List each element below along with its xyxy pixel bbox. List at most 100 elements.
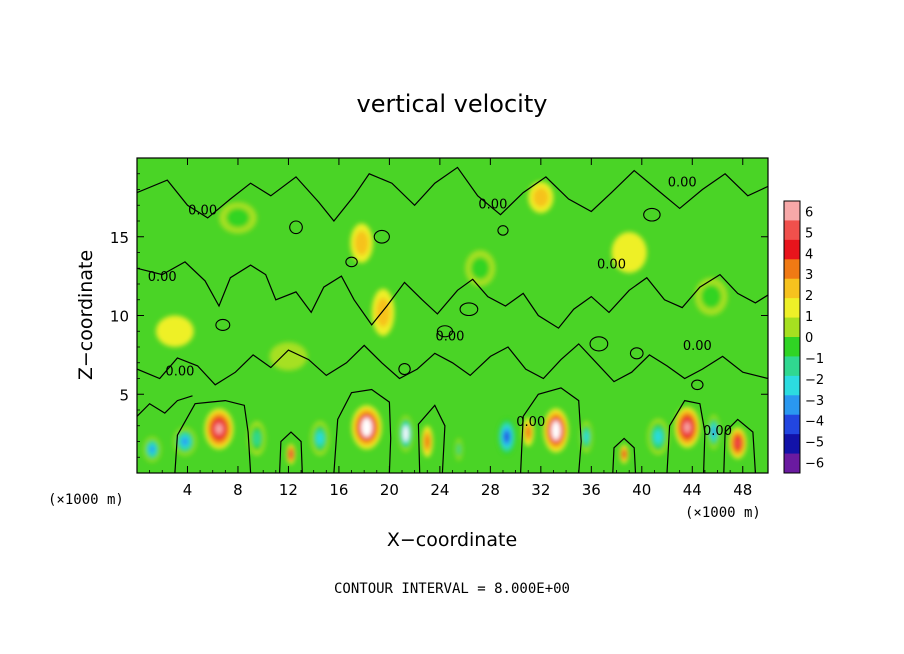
colorbar-swatch-13 [784,453,800,474]
contour-loop-6 [289,220,303,235]
field-feature-5 [310,421,330,456]
contour-loop-7 [643,207,661,222]
field-feature-21-level-1 [533,187,549,208]
contour-loop-8 [398,362,411,376]
field-feature-17 [707,414,721,450]
field-feature-6-core [361,417,373,438]
colorbar-swatch-4 [784,278,800,299]
field-feature-10-level-4 [504,431,510,442]
colorbar-label-6: 6 [805,205,813,220]
field-feature-19-level-1 [354,230,369,256]
field-feature-14 [619,444,629,464]
contour-line-9 [137,343,768,386]
colorbar-swatch-10 [784,395,800,416]
field-feature-27-level-0 [155,315,194,347]
colorbar-swatch-7 [784,337,800,357]
field-feature-12-core [551,420,561,441]
x-tick-label-12: 12 [279,481,298,499]
x-tick-label-16: 16 [329,481,348,499]
field-feature-4-level-4 [289,451,293,458]
x-axis-label: X−coordinate [387,529,517,551]
contour-line-5 [612,437,637,473]
x-tick-label-44: 44 [683,481,702,499]
colorbar-label-4: 4 [805,247,813,262]
contour-label-3: 0.00 [478,197,507,212]
x-tick-label-24: 24 [430,481,449,499]
y-tick-label-10: 10 [110,308,129,326]
contour-label-8: 0.00 [516,415,545,430]
contour-loop-11 [497,225,509,236]
contour-loop-0 [373,229,390,244]
x-unit-right: (×1000 m) [685,505,761,521]
contour-line-2 [333,388,392,473]
y-tick-label-5: 5 [119,386,129,404]
colorbar-swatch-6 [784,317,800,338]
colorbar-label-0: 0 [805,331,813,346]
x-tick-label-48: 48 [733,481,752,499]
field-feature-10 [497,418,516,455]
field-feature-0-level-5 [215,423,223,434]
y-tick-label-15: 15 [110,229,129,247]
colorbar-swatch-5 [784,298,800,319]
field-feature-16 [674,406,700,448]
contour-loop-3 [436,325,454,338]
contour-line-10 [137,166,768,222]
chart-title: vertical velocity [357,90,548,118]
contour-loop-4 [589,336,609,352]
field-feature-18-level-4 [735,438,741,448]
field-feature-3-level-2 [252,430,261,447]
field-feature-1 [173,427,197,456]
field-feature-15-level-3 [654,430,662,444]
field-feature-8 [421,425,433,458]
field-feature-24 [694,277,728,316]
field-feature-23-level-1 [470,257,490,280]
x-tick-label-4: 4 [183,481,193,499]
contour-loops [215,207,704,391]
contour-loop-1 [345,256,358,268]
field-feature-20 [371,288,395,336]
field-feature-0 [204,408,234,450]
colorbar-swatch-9 [784,375,800,396]
field-feature-9-level-2 [457,444,461,455]
x-tick-label-40: 40 [632,481,651,499]
field-feature-1-level-4 [181,437,189,446]
colorbar-swatch-2 [784,239,800,260]
colorbar-label--4: −4 [805,415,824,430]
x-tick-label-20: 20 [380,481,399,499]
contour-interval-note: CONTOUR INTERVAL = 8.000E+00 [334,581,570,597]
field-feature-16-level-5 [684,422,691,433]
field-feature-12 [543,408,569,453]
colorbar: 6 5 4 3 2 1 0 −1 −2 −3 −4 −5 −6 [783,200,824,474]
field-feature-25-level-0 [269,342,308,371]
x-tick-label-32: 32 [531,481,550,499]
field-feature-17-level-4 [711,427,716,437]
field-feature-9 [455,438,463,461]
field-feature-4 [286,443,296,465]
field-feature-24-level-1 [701,284,722,309]
colorbar-frame [783,200,801,474]
colorbar-swatch-1 [784,220,800,241]
field-feature-3 [248,421,266,456]
field-feature-21 [528,181,554,214]
x-tick-label-8: 8 [233,481,243,499]
colorbar-label--1: −1 [805,352,824,367]
field-feature-26-level-0 [611,232,647,273]
field-feature-13-level-3 [584,431,589,443]
field-feature-8-level-2 [424,434,430,449]
field-feature-5-level-3 [316,432,324,445]
contour-label-4: 0.00 [597,257,626,272]
field-feature-14-level-3 [622,450,626,458]
field-feature-7-core [403,425,409,442]
field-feature-18 [728,427,747,459]
field-feature-19 [350,223,373,263]
x-axis-ticks: 4 8 12 16 20 24 28 32 36 40 44 48 [149,158,756,499]
contour-loop-10 [691,379,704,391]
contour-label-6: 0.00 [435,330,464,345]
contour-line-1 [279,431,303,473]
contour-label-1: 0.00 [188,204,217,219]
x-unit-left: (×1000 m) [48,492,124,508]
field-feature-7 [398,415,414,452]
contour-loop-5 [629,347,644,360]
contour-line-11 [137,395,193,417]
contour-line-3 [417,404,446,473]
